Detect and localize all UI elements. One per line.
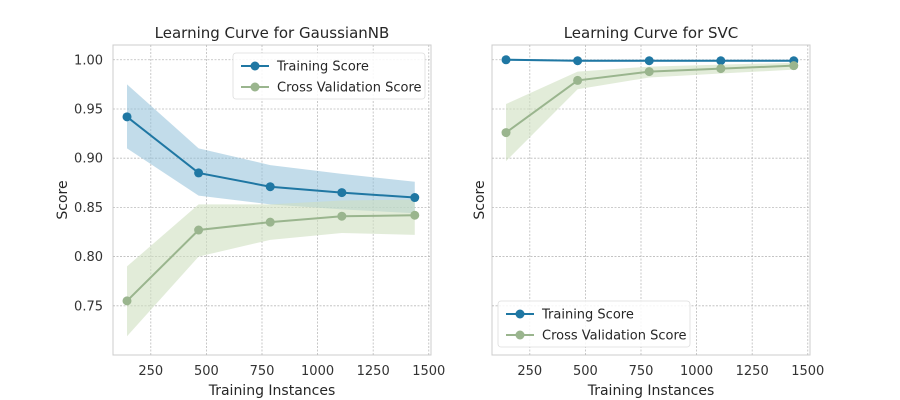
gaussiannb-validation-score-point: [410, 210, 420, 220]
svc-legend-validation-label: Cross Validation Score: [542, 329, 687, 344]
svc-validation-score-point: [644, 67, 654, 77]
gaussiannb-y-tick-label: 1.00: [74, 53, 103, 68]
svc-y-axis-label: Score: [472, 180, 488, 219]
gaussiannb-x-tick-label: 750: [250, 364, 275, 379]
gaussiannb-learning-curve-panel: 250 500 750 1000 1250 1500 0.75 0.80 0.85 0.90 0.9…: [55, 24, 445, 399]
gaussiannb-training-score-point: [265, 182, 275, 192]
gaussiannb-y-tick-label: 0.85: [74, 201, 103, 216]
gaussiannb-x-tick-label: 1250: [357, 364, 390, 379]
gaussiannb-x-tick-label: 1000: [301, 364, 334, 379]
gaussiannb-training-score-point: [122, 112, 132, 122]
gaussiannb-legend-validation-swatch-marker: [250, 82, 260, 92]
gaussiannb-legend: Training Score Cross Validation Score: [232, 52, 426, 100]
svc-x-axis-label: Training Instances: [587, 383, 715, 399]
gaussiannb-training-score-point: [194, 168, 204, 178]
svc-training-score-point: [501, 55, 511, 65]
svc-learning-curve-panel: 250 500 750 1000 1250 1500 Training Instances S…: [472, 24, 824, 399]
svc-validation-score-point: [573, 75, 583, 85]
svc-x-tick-label: 1500: [791, 364, 824, 379]
svc-validation-score-point: [501, 128, 511, 138]
gaussiannb-y-tick-label: 0.95: [74, 102, 103, 117]
gaussiannb-training-score-point: [337, 188, 347, 198]
gaussiannb-legend-training-swatch-marker: [250, 61, 260, 71]
gaussiannb-x-tick-label: 500: [194, 364, 219, 379]
gaussiannb-training-score-band: [127, 84, 415, 214]
svc-x-tick-label: 750: [629, 364, 654, 379]
svc-legend-training-swatch-marker: [515, 309, 525, 319]
svc-validation-score-point: [789, 61, 799, 71]
svc-legend-box: [497, 300, 691, 348]
gaussiannb-legend-validation-label: Cross Validation Score: [277, 81, 422, 96]
svc-training-score-point: [644, 56, 654, 66]
gaussiannb-x-axis-label: Training Instances: [208, 383, 336, 399]
svc-x-tick-label: 500: [573, 364, 598, 379]
svc-x-tick-label: 250: [517, 364, 542, 379]
gaussiannb-legend-box: [232, 52, 426, 100]
svc-legend-training-label: Training Score: [541, 308, 634, 323]
svc-training-score-point: [716, 56, 726, 66]
svc-legend-validation-swatch-marker: [515, 330, 525, 340]
svc-x-tick-label: 1250: [736, 364, 769, 379]
gaussiannb-y-axis-label: Score: [55, 180, 71, 219]
svc-validation-score-point: [716, 64, 726, 74]
gaussiannb-legend-training-label: Training Score: [276, 60, 369, 75]
svc-chart-title: Learning Curve for SVC: [564, 24, 739, 42]
gaussiannb-x-tick-label: 1500: [412, 364, 445, 379]
gaussiannb-validation-score-point: [337, 211, 347, 221]
gaussiannb-chart-title: Learning Curve for GaussianNB: [155, 24, 390, 42]
gaussiannb-y-tick-label: 0.80: [74, 250, 103, 265]
svc-x-tick-label: 1000: [680, 364, 713, 379]
gaussiannb-validation-score-point: [122, 296, 132, 306]
svc-legend: Training Score Cross Validation Score: [497, 300, 691, 348]
svc-validation-score-band: [506, 62, 794, 162]
svc-training-score-point: [573, 56, 583, 66]
gaussiannb-x-tick-label: 250: [138, 364, 163, 379]
gaussiannb-y-tick-label: 0.90: [74, 152, 103, 167]
gaussiannb-validation-score-point: [194, 225, 204, 235]
gaussiannb-y-tick-label: 0.75: [74, 299, 103, 314]
gaussiannb-validation-score-point: [265, 217, 275, 227]
gaussiannb-training-score-point: [410, 193, 420, 203]
